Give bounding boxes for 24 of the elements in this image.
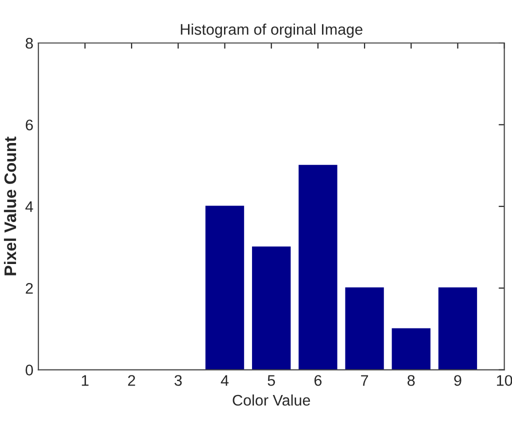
bar (392, 328, 430, 370)
x-axis-title: Color Value (232, 394, 310, 406)
x-tick-label: 4 (220, 375, 229, 386)
y-tick-label: 0 (26, 364, 33, 376)
x-tick-label: 1 (82, 375, 88, 386)
x-tick-label: 2 (128, 375, 136, 386)
bar (252, 246, 291, 370)
chart-title: Histogram of orginal Image (180, 24, 362, 38)
bar (205, 206, 244, 370)
bar (438, 287, 478, 370)
y-tick-label: 8 (26, 38, 33, 49)
y-tick-label: 6 (26, 120, 33, 130)
x-tick-label: 8 (408, 375, 415, 386)
y-axis-title: Pixel Value Count (4, 136, 16, 276)
x-tick-label: 9 (454, 375, 462, 386)
y-tick-label: 4 (25, 201, 34, 212)
y-tick-label: 2 (26, 282, 33, 294)
bar (298, 164, 338, 370)
bar (345, 287, 384, 370)
x-tick-label: 7 (361, 375, 368, 386)
x-tick-label: 10 (496, 375, 512, 386)
x-tick-label: 3 (174, 375, 182, 386)
x-tick-label: 6 (314, 375, 322, 386)
x-tick-label: 5 (268, 375, 275, 386)
